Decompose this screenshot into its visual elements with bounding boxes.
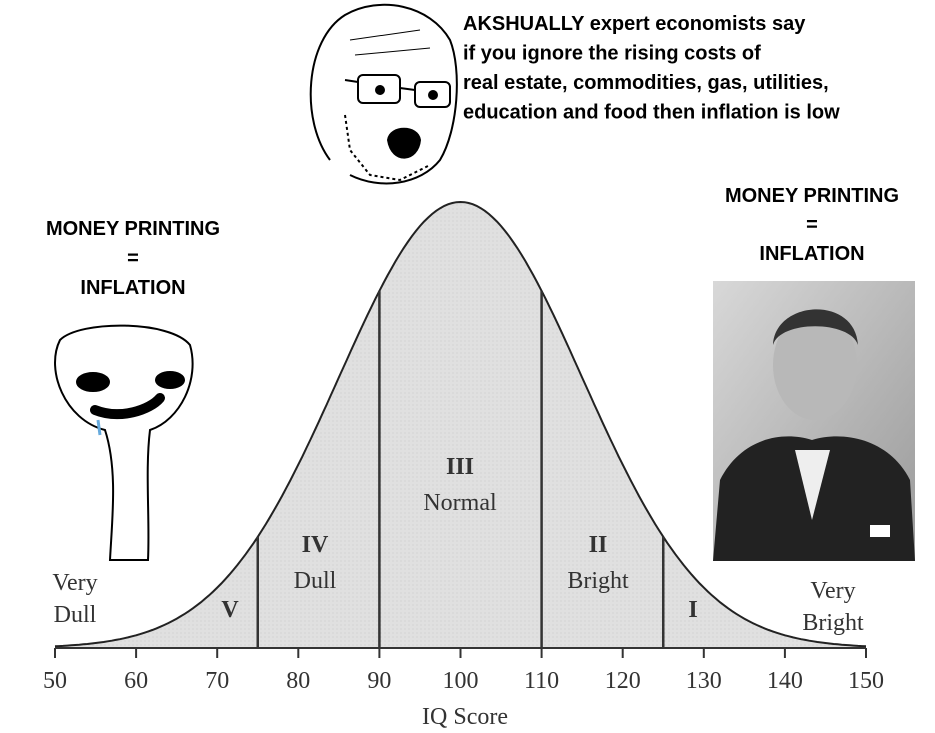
caption-line: AKSHUALLY expert economists say (463, 13, 806, 35)
x-tick-label: 150 (848, 668, 884, 694)
right-caption: = (806, 214, 818, 236)
x-tick-label: 140 (767, 668, 803, 694)
region-label: Bright (567, 568, 629, 594)
right-caption: INFLATION (759, 243, 864, 265)
bell-curve (54, 200, 867, 648)
x-tick-label: 50 (43, 668, 67, 694)
x-axis-label: IQ Score (422, 704, 508, 730)
left-caption: INFLATION (80, 277, 185, 299)
x-tick-label: 100 (443, 668, 479, 694)
tail-label: Very (52, 570, 97, 596)
bell-chart: 50 60 70 80 90 100 110 120 130 140 150 IQ Score V IV D… (43, 200, 884, 730)
region-numeral: V (221, 597, 239, 623)
region-numeral: I (688, 597, 697, 623)
region-numeral: II (589, 532, 608, 558)
caption-line: if you ignore the rising costs of (463, 43, 761, 65)
left-caption: MONEY PRINTING (46, 218, 220, 240)
x-tick-label: 110 (524, 668, 559, 694)
portrait-photo (713, 281, 915, 561)
tail-label: Bright (802, 610, 864, 636)
bell-pattern (55, 202, 866, 648)
x-tick-label: 80 (286, 668, 310, 694)
x-tick-label: 130 (686, 668, 722, 694)
left-caption: = (127, 248, 139, 270)
caption-line: real estate, commodities, gas, utilities… (463, 72, 829, 94)
x-tick-label: 60 (124, 668, 148, 694)
tail-label: Dull (54, 602, 97, 628)
caption-line: education and food then inflation is low (463, 102, 840, 124)
grinning-wojak (54, 324, 194, 561)
region-label: Dull (294, 568, 337, 594)
x-tick-label: 120 (605, 668, 641, 694)
tail-label: Very (810, 578, 855, 604)
right-caption: MONEY PRINTING (725, 185, 899, 207)
x-tick-label: 90 (367, 668, 391, 694)
region-numeral: IV (302, 532, 329, 558)
glasses-wojak (309, 3, 458, 185)
x-tick-label: 70 (205, 668, 229, 694)
region-numeral: III (446, 454, 474, 480)
region-label: Normal (423, 490, 497, 516)
